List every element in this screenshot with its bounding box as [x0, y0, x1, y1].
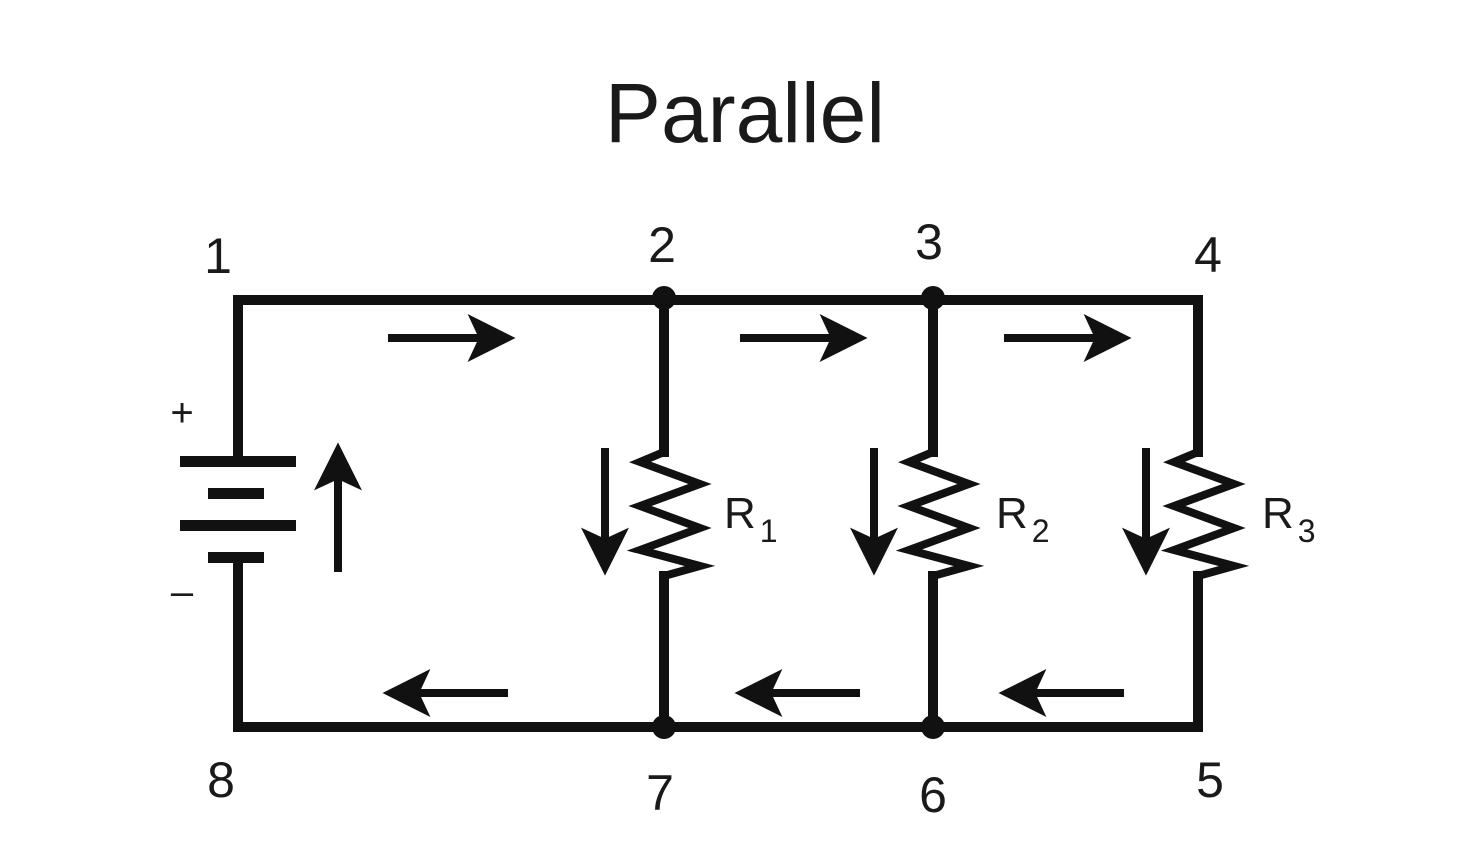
node-label-4: 4	[1194, 227, 1222, 283]
junctions	[652, 286, 945, 739]
resistor-r1-letter: R	[724, 489, 756, 538]
battery-plate-short-1	[208, 488, 264, 499]
junction-dot-node-2	[652, 286, 676, 310]
node-label-2: 2	[648, 217, 676, 273]
battery-negative-sign: –	[171, 570, 194, 614]
node-label-8: 8	[207, 752, 235, 808]
battery-positive-sign: +	[170, 391, 193, 435]
junction-dot-node-7	[652, 715, 676, 739]
current-arrows	[314, 314, 1170, 717]
diagram-title: Parallel	[605, 66, 885, 160]
junction-dot-node-6	[921, 715, 945, 739]
battery-plate-long-2	[180, 520, 296, 531]
resistor-r2-zigzag	[895, 448, 985, 580]
resistors	[626, 448, 1250, 580]
resistor-r2-subscript: 2	[1032, 513, 1050, 549]
node-label-1: 1	[204, 228, 232, 284]
node-label-3: 3	[915, 214, 943, 270]
junction-dot-node-3	[921, 286, 945, 310]
battery-plate-long-1	[180, 456, 296, 467]
resistor-r3-subscript: 3	[1298, 513, 1316, 549]
node-label-7: 7	[646, 765, 674, 821]
resistor-r3-zigzag	[1160, 448, 1250, 580]
wires	[233, 295, 1203, 732]
node-labels: 1 2 3 4 5 6 7 8	[204, 214, 1224, 823]
resistor-r1-subscript: 1	[760, 513, 778, 549]
resistor-r3-letter: R	[1262, 489, 1294, 538]
battery	[180, 456, 296, 563]
battery-plate-short-2	[208, 552, 264, 563]
node-label-5: 5	[1196, 752, 1224, 808]
node-label-6: 6	[919, 767, 947, 823]
resistor-r2-letter: R	[996, 489, 1028, 538]
resistor-r1-zigzag	[626, 448, 716, 580]
